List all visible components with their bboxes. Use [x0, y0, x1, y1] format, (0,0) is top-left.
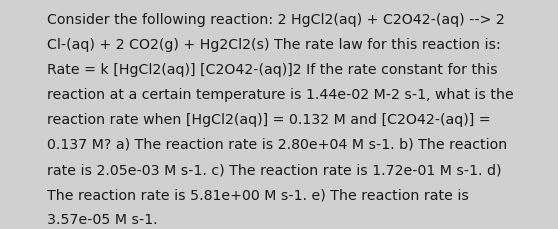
- Text: Consider the following reaction: 2 HgCl2(aq) + C2O42-(aq) --> 2: Consider the following reaction: 2 HgCl2…: [47, 13, 505, 27]
- Text: reaction at a certain temperature is 1.44e-02 M-2 s-1, what is the: reaction at a certain temperature is 1.4…: [47, 87, 514, 101]
- Text: The reaction rate is 5.81e+00 M s-1. e) The reaction rate is: The reaction rate is 5.81e+00 M s-1. e) …: [47, 187, 469, 201]
- Text: Rate = k [HgCl2(aq)] [C2O42-(aq)]2 If the rate constant for this: Rate = k [HgCl2(aq)] [C2O42-(aq)]2 If th…: [47, 63, 498, 76]
- Text: 3.57e-05 M s-1.: 3.57e-05 M s-1.: [47, 212, 158, 226]
- Text: 0.137 M? a) The reaction rate is 2.80e+04 M s-1. b) The reaction: 0.137 M? a) The reaction rate is 2.80e+0…: [47, 137, 508, 151]
- Text: Cl-(aq) + 2 CO2(g) + Hg2Cl2(s) The rate law for this reaction is:: Cl-(aq) + 2 CO2(g) + Hg2Cl2(s) The rate …: [47, 38, 501, 52]
- Text: reaction rate when [HgCl2(aq)] = 0.132 M and [C2O42-(aq)] =: reaction rate when [HgCl2(aq)] = 0.132 M…: [47, 112, 491, 126]
- Text: rate is 2.05e-03 M s-1. c) The reaction rate is 1.72e-01 M s-1. d): rate is 2.05e-03 M s-1. c) The reaction …: [47, 162, 502, 176]
